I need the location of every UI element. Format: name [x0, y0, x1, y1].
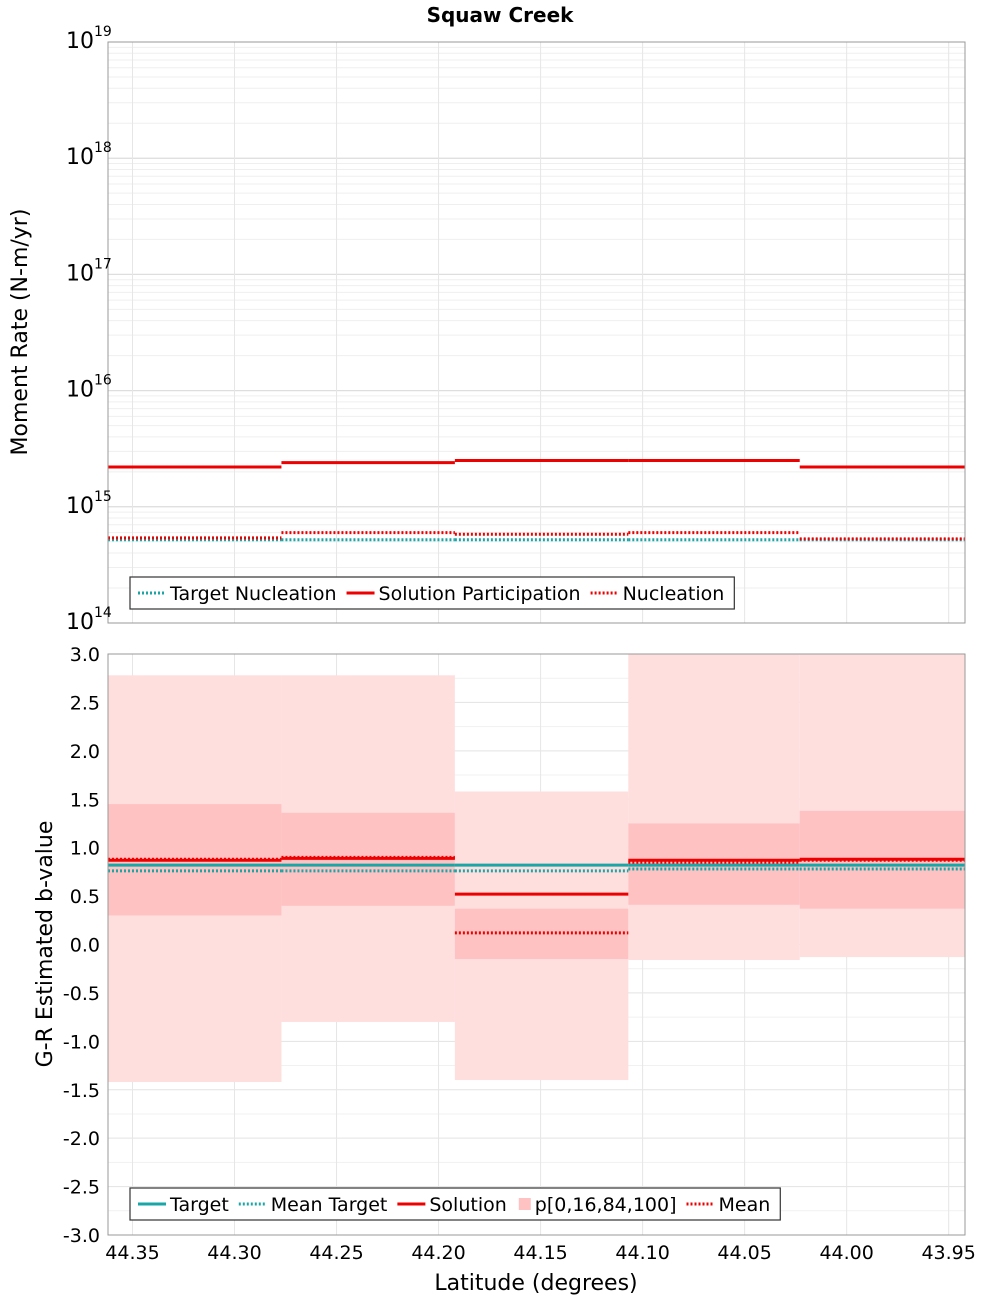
moment-rate-plot-area — [108, 42, 965, 623]
b-value-legend: Target Mean Target Solution p[0,16,84,100] M… — [129, 1187, 781, 1221]
moment-rate-y-axis-label: Moment Rate (N-m/yr) — [8, 209, 33, 456]
percentile-band-inner — [454, 908, 629, 960]
moment-rate-y-ticks: 1014 1015 1016 1017 1018 1019 — [66, 24, 112, 635]
y-tick-label: 1.5 — [70, 789, 100, 811]
legend-label: p[0,16,84,100] — [535, 1194, 677, 1216]
x-tick-label: 44.15 — [513, 1242, 567, 1264]
y-tick-label: -2.5 — [63, 1177, 100, 1199]
y-tick-label: 1018 — [66, 140, 112, 170]
y-tick-label: 2.5 — [70, 692, 100, 714]
y-tick-label: 1015 — [66, 489, 112, 519]
y-tick-label: -1.0 — [63, 1031, 100, 1053]
y-tick-label: 1016 — [66, 373, 112, 403]
legend-label: Mean — [719, 1194, 771, 1216]
y-tick-label: -3.0 — [63, 1225, 100, 1247]
y-tick-label: 0.0 — [70, 935, 100, 957]
y-tick-label: 1019 — [66, 24, 112, 54]
legend-label: Target — [169, 1194, 229, 1216]
y-tick-label: -0.5 — [63, 983, 100, 1005]
x-tick-label: 43.95 — [921, 1242, 975, 1264]
legend-box — [129, 1187, 781, 1221]
chart-title: Squaw Creek — [427, 3, 575, 27]
b-value-y-ticks: 3.0 2.5 2.0 1.5 1.0 0.5 0.0 -0.5 -1.0 -1.5 -2.0 -2.… — [63, 644, 100, 1247]
b-value-panel: 3.0 2.5 2.0 1.5 1.0 0.5 0.0 -0.5 -1.0 -1.5 -2.0 -2.… — [33, 644, 966, 1247]
y-tick-label: 2.0 — [70, 741, 100, 763]
percentile-band-outer — [628, 654, 800, 960]
legend-label: Nucleation — [623, 583, 725, 605]
b-value-plot-border — [107, 653, 966, 1236]
legend-label: Mean Target — [271, 1194, 388, 1216]
x-tick-label: 44.25 — [309, 1242, 363, 1264]
y-tick-label: 1017 — [66, 256, 112, 286]
x-tick-label: 44.10 — [615, 1242, 669, 1264]
moment-rate-panel: 1014 1015 1016 1017 1018 1019 Moment Rate (N-… — [8, 24, 966, 635]
y-tick-label: -1.5 — [63, 1080, 100, 1102]
y-tick-label: 1014 — [66, 605, 112, 635]
x-tick-label: 44.30 — [207, 1242, 261, 1264]
legend-swatch — [518, 1198, 531, 1210]
y-tick-label: -2.0 — [63, 1128, 100, 1150]
moment-rate-series — [108, 459, 965, 542]
x-tick-label: 44.05 — [717, 1242, 771, 1264]
percentile-band-outer — [799, 654, 965, 958]
legend-label: Target Nucleation — [169, 583, 337, 605]
y-tick-label: 3.0 — [70, 644, 100, 666]
moment-rate-plot-border — [107, 41, 966, 624]
legend-label: Solution — [429, 1194, 506, 1216]
x-tick-label: 44.20 — [411, 1242, 465, 1264]
moment-rate-grid — [108, 41, 965, 624]
x-tick-label: 44.00 — [819, 1242, 873, 1264]
y-tick-label: 0.5 — [70, 886, 100, 908]
x-tick-label: 44.35 — [105, 1242, 159, 1264]
y-tick-label: 1.0 — [70, 838, 100, 860]
legend-box — [129, 576, 735, 610]
b-value-y-axis-label: G-R Estimated b-value — [33, 821, 58, 1068]
moment-rate-legend: Target Nucleation Solution Participation N… — [129, 576, 735, 610]
x-axis-label: Latitude (degrees) — [434, 1271, 637, 1296]
x-tick-labels: 44.35 44.30 44.25 44.20 44.15 44.10 44.05 44.00… — [105, 1242, 976, 1264]
b-value-series — [108, 855, 965, 935]
legend-label: Solution Participation — [379, 583, 581, 605]
